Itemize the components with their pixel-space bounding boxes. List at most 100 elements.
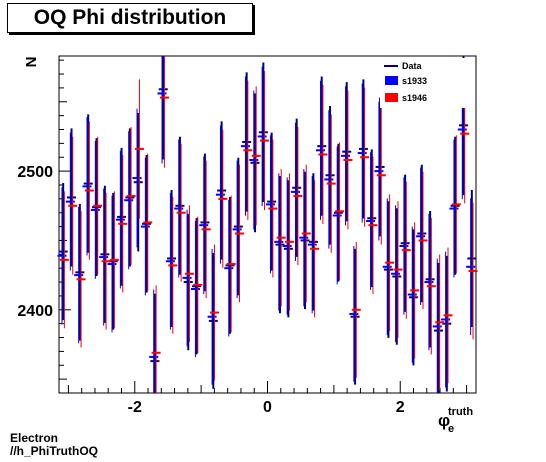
s1933-point <box>132 108 142 248</box>
s1933-point <box>57 187 67 325</box>
s1946-point <box>268 139 278 278</box>
x-axis-label-sub: e <box>448 423 454 435</box>
s1946-point <box>435 254 445 391</box>
data-point <box>158 56 168 160</box>
s1933-point <box>107 195 117 333</box>
s1933-point <box>341 86 351 226</box>
legend-data-label: Data <box>402 61 423 71</box>
data-point <box>300 171 310 310</box>
s1933-point <box>449 139 459 278</box>
data-point <box>383 201 393 338</box>
s1946-point <box>226 195 236 333</box>
s1946-point <box>426 218 436 355</box>
data-point <box>208 253 218 389</box>
s1946-point <box>301 164 311 303</box>
s1946-point <box>151 285 161 393</box>
data-point <box>350 248 360 385</box>
data-point <box>242 72 252 212</box>
s1933-point <box>199 156 209 294</box>
data-point <box>425 211 435 348</box>
s1946-point <box>201 160 211 299</box>
s1933-point <box>466 198 476 336</box>
legend-s1946-label: s1946 <box>402 93 427 103</box>
s1946-point <box>443 247 453 384</box>
data-point <box>258 62 268 203</box>
s1946-point <box>293 126 303 266</box>
s1933-point <box>382 198 392 336</box>
s1933-point <box>115 150 125 289</box>
data-point <box>417 164 427 303</box>
data-point <box>283 180 293 318</box>
s1933-point <box>374 101 384 241</box>
s1946-point <box>84 121 94 260</box>
s1933-point <box>140 157 150 296</box>
s1933-point <box>215 125 225 264</box>
data-point <box>117 147 127 286</box>
footer-histogram-path: //h_PhiTruthOQ <box>10 444 99 458</box>
data-point <box>467 190 477 327</box>
s1946-point <box>209 244 219 381</box>
x-tick-label: 2 <box>396 399 405 416</box>
s1933-point <box>90 140 100 279</box>
s1933-point <box>424 213 434 351</box>
s1946-point <box>143 153 153 292</box>
data-point <box>317 76 327 216</box>
s1933-point <box>157 56 167 164</box>
data-point <box>100 185 110 323</box>
data-point <box>267 132 277 271</box>
s1946-point <box>351 241 361 378</box>
s1946-point <box>93 136 103 275</box>
x-tick-label: -2 <box>128 399 142 416</box>
data-point <box>183 213 193 351</box>
s1946-point <box>184 205 194 343</box>
s1946-point <box>235 164 245 303</box>
data-point <box>125 128 135 267</box>
s1933-point <box>257 66 267 207</box>
s1933-point <box>324 110 334 249</box>
s1933-point <box>391 205 401 343</box>
s1946-point <box>376 105 386 245</box>
data-point <box>75 204 85 341</box>
data-point <box>375 97 385 237</box>
s1946-point <box>360 87 370 227</box>
data-point <box>367 149 377 288</box>
s1933-point <box>74 206 84 344</box>
s1933-point <box>316 80 326 220</box>
y-axis-label: N <box>23 57 40 68</box>
s1933-point <box>416 167 426 305</box>
s1933-point <box>366 152 376 290</box>
s1933-point <box>249 90 259 230</box>
s1933-point <box>290 122 300 262</box>
data-point <box>200 153 210 292</box>
s1933-point <box>299 169 309 307</box>
s1946-point <box>468 202 478 340</box>
data-point <box>400 174 410 312</box>
data-point <box>67 128 77 267</box>
s1946-point <box>451 135 461 274</box>
s1933-point <box>190 220 200 358</box>
s1933-point <box>65 132 75 271</box>
s1933-point <box>149 289 159 393</box>
s1933-point <box>407 226 417 363</box>
s1946-point <box>159 56 169 168</box>
s1933-point <box>357 83 367 223</box>
s1933-point <box>165 192 175 330</box>
y-tick-label: 2500 <box>17 164 53 181</box>
y-tick-label: 2400 <box>17 303 53 320</box>
s1946-point <box>276 169 286 307</box>
x-axis-label: φ e truth <box>438 406 473 435</box>
s1933-point <box>432 258 442 393</box>
s1946-point <box>393 201 403 338</box>
s1946-point <box>134 79 144 219</box>
s1946-point <box>385 194 395 332</box>
x-tick-labels: -2 0 2 <box>128 399 405 416</box>
error-bars <box>57 56 478 393</box>
s1933-point <box>224 199 234 337</box>
s1933-point <box>207 248 217 385</box>
s1946-point <box>109 191 119 329</box>
data-point <box>225 197 235 334</box>
s1933-point <box>274 173 284 311</box>
s1946-point <box>193 216 203 354</box>
s1933-point <box>99 188 109 326</box>
y-tick-labels: 2400 2500 <box>17 164 53 320</box>
